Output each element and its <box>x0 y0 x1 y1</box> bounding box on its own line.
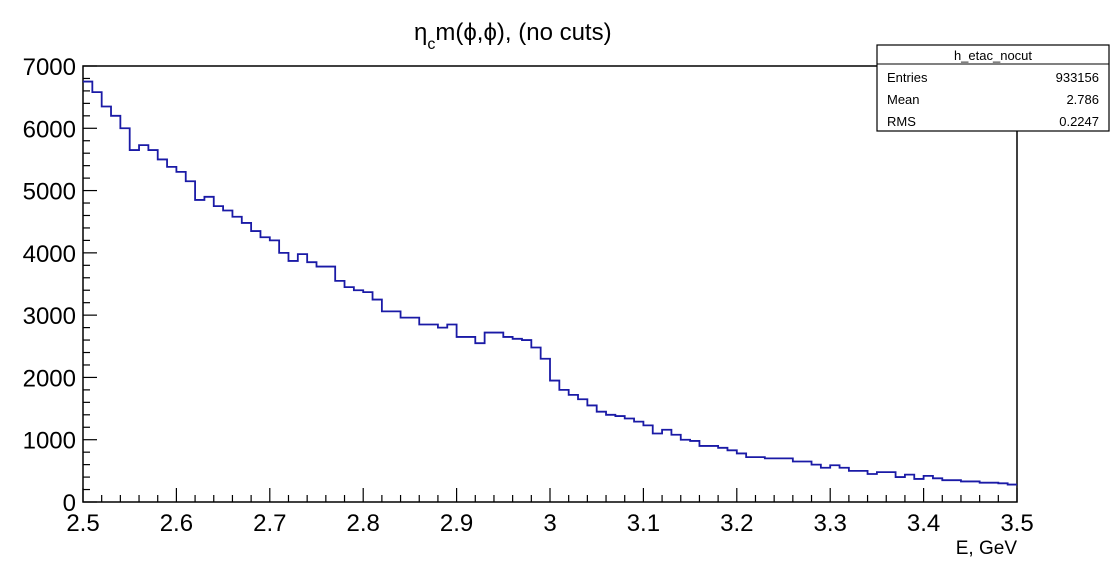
y-tick-labels: 0 1000 2000 3000 4000 5000 6000 7000 <box>23 54 76 517</box>
x-axis-title: E, GeV <box>956 538 1018 559</box>
x-tick-label: 3.4 <box>907 510 940 537</box>
x-tick-label: 3.3 <box>814 510 847 537</box>
x-tick-label: 3.2 <box>720 510 753 537</box>
stats-entries-value: 933156 <box>1056 70 1099 85</box>
x-tick-label: 3.5 <box>1000 510 1033 537</box>
stats-mean-label: Mean <box>887 92 920 107</box>
y-tick-label: 6000 <box>23 116 76 143</box>
y-tick-label: 2000 <box>23 365 76 392</box>
stats-rms-label: RMS <box>887 114 916 129</box>
chart-title: ηcm(ϕ,ϕ), (no cuts) <box>414 19 612 53</box>
x-tick-label: 2.7 <box>253 510 286 537</box>
y-tick-label: 4000 <box>23 241 76 268</box>
y-tick-label: 5000 <box>23 179 76 206</box>
axis-ticks <box>82 65 1018 503</box>
x-tick-label: 2.6 <box>160 510 193 537</box>
title-rest: m(ϕ,ϕ), (no cuts) <box>435 19 611 46</box>
title-eta: η <box>414 19 427 46</box>
stats-mean-value: 2.786 <box>1066 92 1099 107</box>
stats-box: h_etac_nocut Entries 933156 Mean 2.786 R… <box>876 44 1110 132</box>
x-tick-label: 3 <box>543 510 556 537</box>
x-tick-labels: 2.5 2.6 2.7 2.8 2.9 3 3.1 3.2 3.3 3.4 3.5 <box>66 510 1033 537</box>
y-tick-label: 0 <box>63 490 76 517</box>
x-tick-label: 2.8 <box>347 510 380 537</box>
y-tick-label: 7000 <box>23 54 76 81</box>
stats-box-frame <box>876 44 1110 132</box>
y-tick-label: 3000 <box>23 303 76 330</box>
histogram-series-line <box>83 80 1017 486</box>
x-tick-label: 3.1 <box>627 510 660 537</box>
stats-entries-label: Entries <box>887 70 928 85</box>
x-tick-label: 2.9 <box>440 510 473 537</box>
stats-box-name: h_etac_nocut <box>954 48 1032 63</box>
title-subscript: c <box>427 36 435 53</box>
x-tick-label: 2.5 <box>66 510 99 537</box>
stats-rms-value: 0.2247 <box>1059 114 1099 129</box>
y-tick-label: 1000 <box>23 428 76 455</box>
